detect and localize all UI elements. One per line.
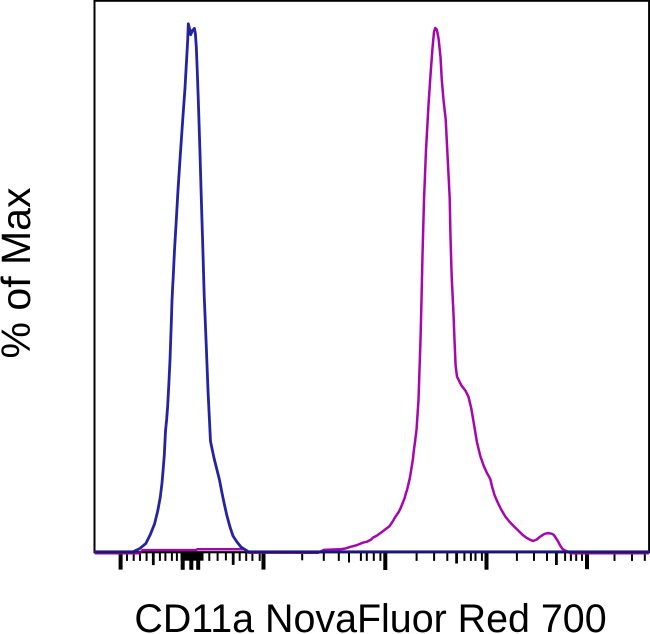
svg-text:CD11a NovaFluor Red 700: CD11a NovaFluor Red 700 xyxy=(134,597,606,634)
svg-text:% of Max: % of Max xyxy=(0,187,39,358)
